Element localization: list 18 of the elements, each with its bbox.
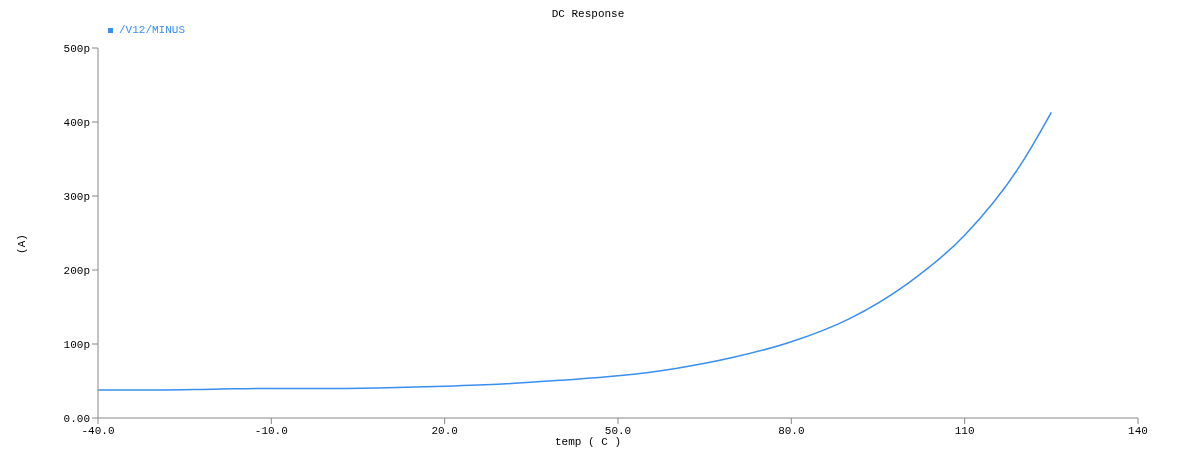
x-tick-label: 50.0	[604, 424, 632, 437]
x-tick-label: 140	[1128, 424, 1148, 437]
y-tick-label: 200p	[63, 264, 90, 277]
y-tick-label: 300p	[63, 190, 90, 203]
x-tick-label: 110	[954, 424, 975, 437]
x-tick-label: -10.0	[254, 424, 288, 437]
x-tick-label: -40.0	[81, 424, 115, 437]
y-axis-title: (A)	[15, 234, 28, 254]
x-axis-title: temp ( C )	[554, 436, 622, 448]
legend-label: /V12/MINUS	[118, 24, 186, 36]
y-tick-label: 400p	[63, 116, 90, 129]
x-tick-label: 20.0	[431, 424, 458, 437]
line-series	[98, 111, 1053, 391]
x-tick-label: 80.0	[778, 424, 805, 437]
chart-title: DC Response	[550, 8, 626, 22]
y-tick-label: 100p	[63, 338, 90, 351]
y-tick-label: 0.00	[63, 412, 90, 425]
y-tick-label: 500p	[63, 42, 90, 55]
